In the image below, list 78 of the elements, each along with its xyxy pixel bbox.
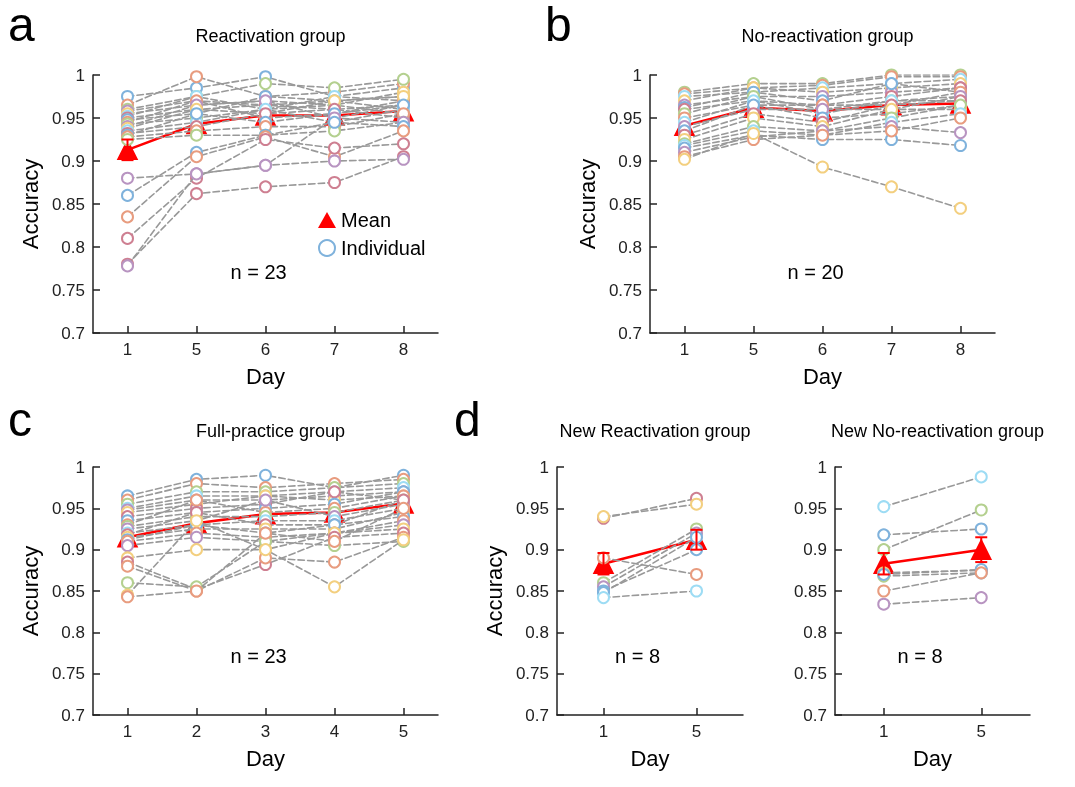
y-tick-label: 0.9: [618, 151, 642, 171]
y-tick-label: 1: [75, 457, 85, 477]
x-axis-title: Day: [245, 363, 286, 389]
annotation: n = 23: [230, 644, 287, 667]
x-tick-label: 7: [886, 340, 897, 359]
x-tick-label: 6: [260, 340, 271, 359]
y-tick-label: 0.95: [51, 498, 85, 518]
y-tick-label: 0.95: [793, 498, 827, 518]
legend-label: Mean: [341, 209, 392, 231]
y-tick-label: 0.9: [525, 540, 549, 560]
annotation: n = 23: [230, 261, 287, 284]
annotation: n = 8: [615, 644, 661, 667]
y-axis-title: Accuracy: [17, 545, 43, 637]
y-tick-label: 0.8: [61, 237, 85, 257]
y-tick-label: 0.8: [61, 622, 85, 642]
x-tick-label: 1: [879, 722, 889, 741]
y-tick-label: 0.8: [803, 622, 827, 642]
y-tick-label: 0.75: [51, 664, 85, 684]
y-tick-label: 0.75: [608, 280, 642, 300]
y-tick-label: 0.85: [51, 194, 85, 214]
y-tick-label: 0.95: [608, 108, 642, 128]
y-tick-label: 0.8: [525, 622, 549, 642]
x-tick-label: 8: [398, 340, 409, 359]
y-tick-label: 0.7: [618, 323, 642, 343]
annotation: n = 20: [787, 261, 844, 284]
chart-title: New Reactivation group: [559, 421, 751, 441]
text: c: [8, 392, 32, 446]
x-axis-title: Day: [802, 363, 843, 389]
y-axis-title: Accuracy: [574, 158, 600, 250]
chart-title: Full-practice group: [195, 421, 346, 441]
x-tick-label: 1: [122, 340, 133, 359]
x-tick-label: 7: [329, 340, 340, 359]
y-tick-label: 0.75: [51, 280, 85, 300]
y-tick-label: 0.85: [515, 581, 549, 601]
legend-label: Individual: [341, 237, 426, 259]
x-tick-label: 5: [191, 340, 202, 359]
y-axis-title: Accuracy: [17, 158, 43, 250]
y-tick-label: 0.8: [618, 237, 642, 257]
y-tick-label: 0.85: [51, 581, 85, 601]
x-tick-label: 5: [691, 722, 702, 741]
x-axis-title: Day: [912, 745, 953, 771]
y-tick-label: 0.95: [51, 108, 85, 128]
annotation: n = 8: [897, 644, 943, 667]
y-tick-label: 0.7: [61, 705, 85, 725]
y-tick-label: 0.95: [515, 498, 549, 518]
y-tick-label: 0.75: [515, 664, 549, 684]
x-tick-label: 6: [817, 340, 828, 359]
y-tick-label: 0.7: [525, 705, 549, 725]
y-tick-label: 0.9: [803, 540, 827, 560]
y-tick-label: 0.9: [61, 540, 85, 560]
text: b: [545, 0, 572, 51]
x-tick-label: 5: [748, 340, 759, 359]
x-tick-label: 2: [191, 722, 202, 741]
x-tick-label: 5: [976, 722, 986, 741]
x-tick-label: 1: [122, 722, 133, 741]
x-tick-label: 5: [398, 722, 409, 741]
x-tick-label: 3: [260, 722, 271, 741]
y-tick-label: 0.85: [793, 581, 827, 601]
x-tick-label: 1: [679, 340, 690, 359]
y-tick-label: 1: [75, 65, 85, 85]
y-tick-label: 1: [817, 457, 827, 477]
x-tick-label: 8: [955, 340, 966, 359]
y-tick-label: 0.7: [803, 705, 827, 725]
chart-title: No-reactivation group: [741, 26, 914, 46]
text: a: [8, 0, 35, 51]
y-tick-label: 1: [632, 65, 642, 85]
x-axis-title: Day: [245, 745, 286, 771]
y-tick-label: 0.85: [608, 194, 642, 214]
x-tick-label: 4: [329, 722, 340, 741]
y-tick-label: 0.7: [61, 323, 85, 343]
y-tick-label: 0.75: [793, 664, 827, 684]
chart-title: Reactivation group: [195, 26, 346, 46]
x-axis-title: Day: [630, 745, 670, 771]
chart-title: New No-reactivation group: [830, 421, 1045, 441]
y-tick-label: 1: [539, 457, 549, 477]
y-tick-label: 0.9: [61, 151, 85, 171]
y-axis-title: Accuracy: [481, 545, 507, 637]
text: d: [454, 392, 481, 446]
